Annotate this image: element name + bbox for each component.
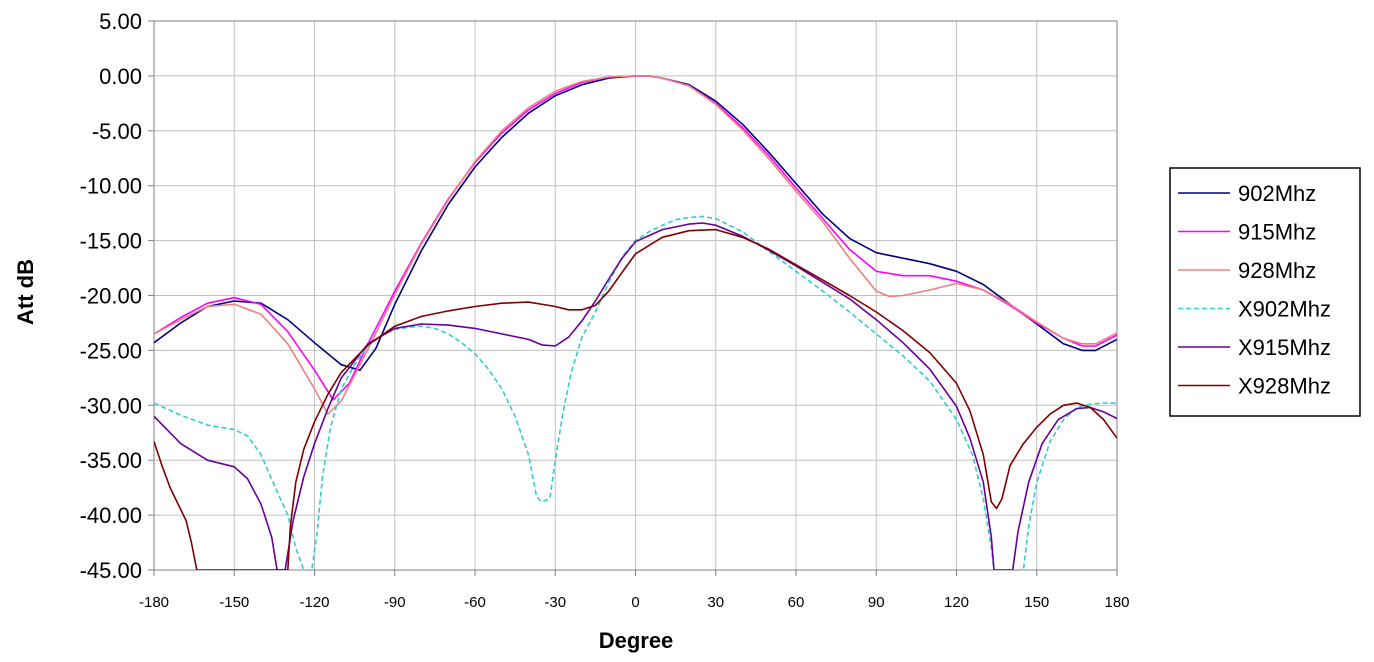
y-tick-label: -25.00 <box>80 338 142 363</box>
y-axis-title: Att dB <box>13 259 38 325</box>
y-tick-label: -45.00 <box>80 558 142 583</box>
x-tick-label: -150 <box>219 594 249 611</box>
x-axis-title: Degree <box>599 628 674 653</box>
x-axis-tick-labels: -180 -150 -120 -90 -60 -30 0 30 60 90 120 150 180 <box>139 570 1130 611</box>
y-tick-label: -20.00 <box>80 284 142 309</box>
x-tick-label: 30 <box>707 594 724 611</box>
x-tick-label: -180 <box>139 594 169 611</box>
legend: 902Mhz 915Mhz 928Mhz X902Mhz X915Mhz X928Mhz <box>1170 168 1360 416</box>
x-tick-label: -90 <box>384 594 406 611</box>
y-tick-label: 0.00 <box>99 64 142 89</box>
x-tick-label: 120 <box>944 594 969 611</box>
x-tick-label: 150 <box>1024 594 1049 611</box>
x-tick-label: 60 <box>788 594 805 611</box>
legend-label: 928Mhz <box>1238 258 1316 283</box>
y-tick-label: -15.00 <box>80 229 142 254</box>
x-tick-label: 180 <box>1104 594 1129 611</box>
x-tick-label: 90 <box>868 594 885 611</box>
y-tick-label: -5.00 <box>92 119 142 144</box>
y-tick-label: -40.00 <box>80 503 142 528</box>
x-tick-label: -30 <box>544 594 566 611</box>
x-tick-label: -60 <box>464 594 486 611</box>
legend-label: 915Mhz <box>1238 220 1316 245</box>
y-tick-label: -30.00 <box>80 393 142 418</box>
y-tick-label: 5.00 <box>99 9 142 34</box>
x-tick-label: -120 <box>299 594 329 611</box>
legend-label: 902Mhz <box>1238 181 1316 206</box>
x-tick-label: 0 <box>631 594 639 611</box>
legend-label: X902Mhz <box>1238 297 1331 322</box>
y-tick-label: -35.00 <box>80 448 142 473</box>
legend-label: X928Mhz <box>1238 374 1331 399</box>
gridlines <box>154 21 1117 570</box>
y-axis-tick-labels: 5.00 0.00 -5.00 -10.00 -15.00 -20.00 -25.00 -30… <box>80 9 154 583</box>
legend-label: X915Mhz <box>1238 335 1331 360</box>
y-tick-label: -10.00 <box>80 174 142 199</box>
